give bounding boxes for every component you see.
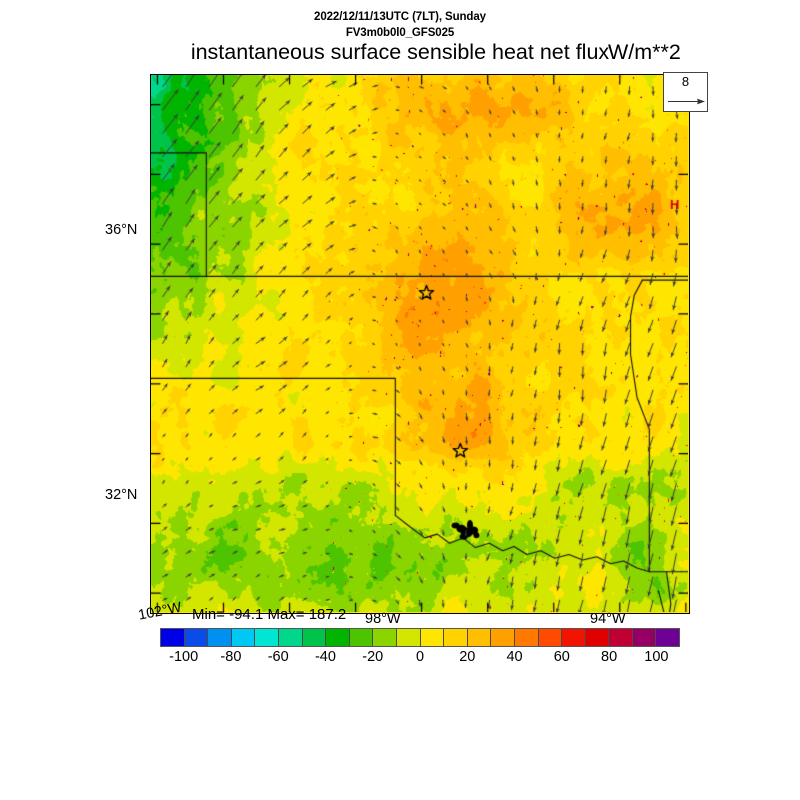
- colorbar-swatch: [278, 629, 303, 646]
- axis-tick-lon-98: 98°W: [365, 611, 401, 627]
- colorbar-swatch: [349, 629, 374, 646]
- colorbar-tick-label: 60: [553, 649, 570, 665]
- colorbar: -100 -80 -60 -40 -20 0 20 40 60 80 100: [160, 628, 680, 665]
- colorbar-swatch: [326, 629, 350, 646]
- page-title: instantaneous surface sensible heat net …: [190, 40, 610, 64]
- minmax-statistics: Min= -94.1 Max= 187.2: [192, 606, 347, 623]
- colorbar-swatch: [609, 629, 633, 646]
- colorbar-tick-labels: -100 -80 -60 -40 -20 0 20 40 60 80 100: [160, 649, 680, 669]
- axis-tick-lat-36: 36°N: [105, 222, 138, 238]
- axis-tick-lat-32: 32°N: [105, 487, 138, 503]
- title-datetime: 2022/12/11/13UTC (7LT), Sunday: [314, 11, 486, 23]
- title-model: FV3m0b0l0_GFS025: [345, 27, 455, 39]
- colorbar-swatch: [491, 629, 515, 646]
- colorbar-tick-label: 20: [459, 649, 476, 665]
- axis-tick-lon-102: 102°W: [137, 599, 183, 624]
- colorbar-tick-label: -40: [314, 649, 336, 665]
- colorbar-swatch: [538, 629, 563, 646]
- colorbar-tick-label: 40: [506, 649, 523, 665]
- colorbar-swatch: [255, 629, 279, 646]
- vector-scale-value: 8: [681, 74, 690, 89]
- colorbar-swatch: [420, 629, 445, 646]
- units-label: W/m**2: [608, 40, 681, 64]
- colorbar-tick-label: 80: [601, 649, 618, 665]
- colorbar-swatch: [396, 629, 421, 646]
- colorbar-swatch: [467, 629, 492, 646]
- colorbar-swatch: [184, 629, 209, 646]
- colorbar-swatch: [656, 629, 680, 646]
- colorbar-swatch: [514, 629, 539, 646]
- colorbar-tick-label: 100: [644, 649, 669, 665]
- colorbar-tick-label: -80: [220, 649, 242, 665]
- colorbar-swatch: [585, 629, 610, 646]
- colorbar-swatch: [373, 629, 397, 646]
- heatmap-canvas: [151, 75, 688, 612]
- axis-tick-lon-94: 94°W: [590, 611, 626, 627]
- map-plot-area: [150, 74, 690, 614]
- colorbar-swatch: [208, 629, 232, 646]
- colorbar-swatch: [562, 629, 586, 646]
- colorbar-tick-label: -20: [362, 649, 384, 665]
- colorbar-tick-label: -100: [169, 649, 199, 665]
- colorbar-swatch: [161, 629, 185, 646]
- right-arrow-icon: [668, 98, 705, 105]
- colorbar-swatches: [160, 628, 680, 647]
- colorbar-swatch: [632, 629, 657, 646]
- vector-scale-legend: 8: [663, 72, 708, 112]
- colorbar-swatch: [302, 629, 327, 646]
- colorbar-tick-label: 0: [415, 649, 425, 665]
- colorbar-swatch: [444, 629, 468, 646]
- colorbar-swatch: [231, 629, 256, 646]
- colorbar-tick-label: -60: [267, 649, 289, 665]
